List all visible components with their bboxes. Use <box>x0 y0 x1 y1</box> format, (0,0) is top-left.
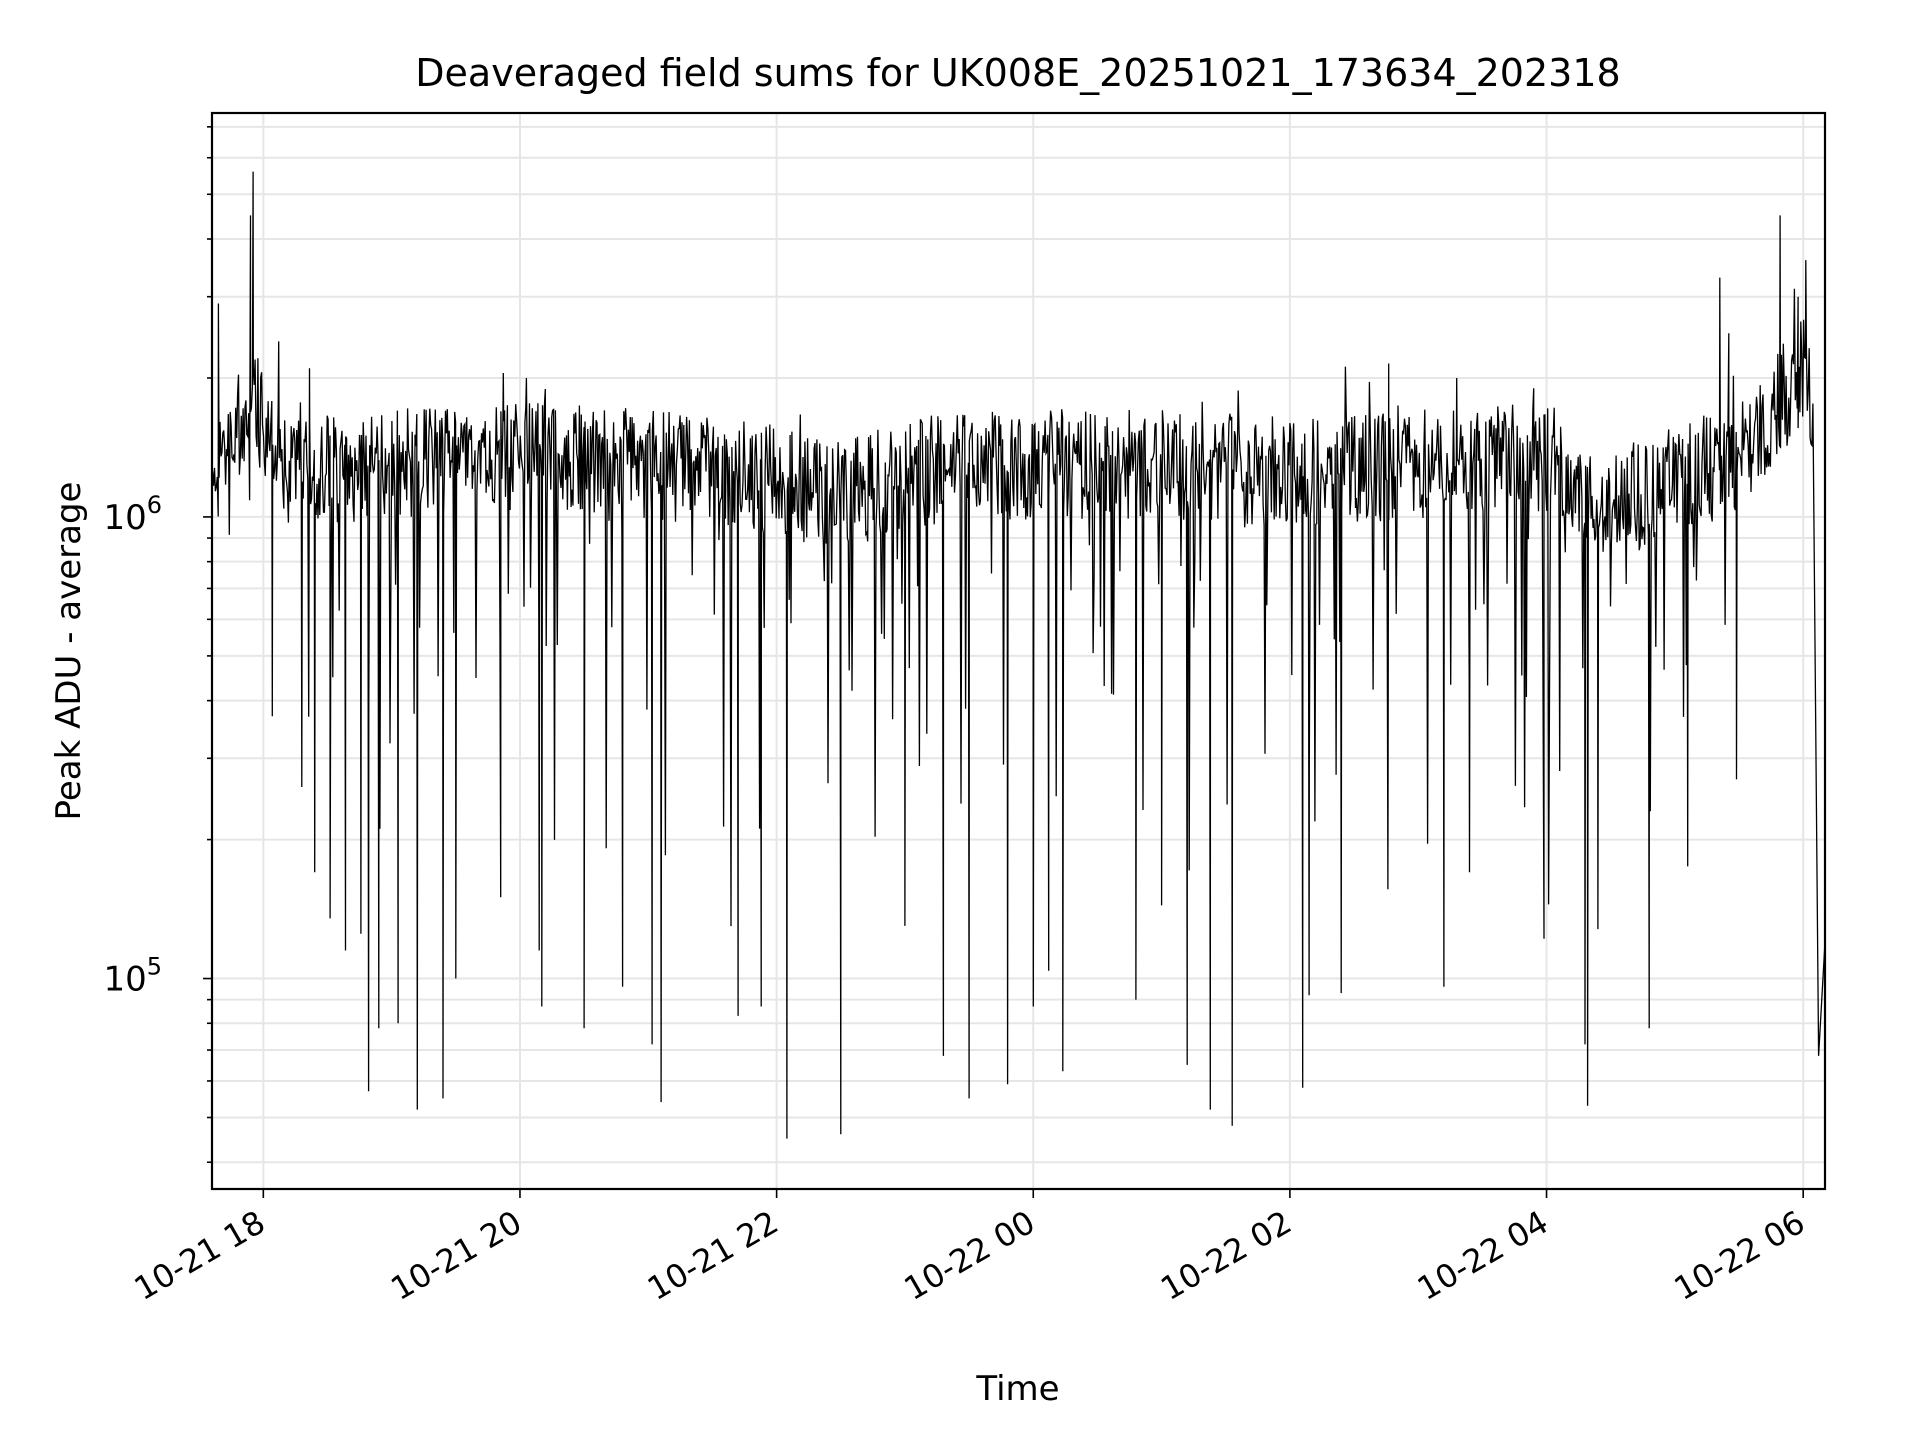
y-tick-label: 106 <box>103 491 162 538</box>
grid-lines <box>212 113 1825 1189</box>
y-tick-exponent: 6 <box>147 491 162 519</box>
plot-frame <box>210 111 1827 1191</box>
x-axis-label: Time <box>975 1369 1059 1409</box>
y-tick-exponent: 5 <box>147 953 162 981</box>
data-series <box>212 171 1825 1139</box>
y-tick-base: 10 <box>103 498 146 538</box>
y-tick-base: 10 <box>103 960 146 1000</box>
peak-adu-series-line <box>212 171 1825 1139</box>
y-tick-label: 105 <box>103 953 162 1000</box>
y-axis-label: Peak ADU - average <box>49 482 89 821</box>
chart-title: Deaveraged field sums for UK008E_2025102… <box>415 51 1620 95</box>
